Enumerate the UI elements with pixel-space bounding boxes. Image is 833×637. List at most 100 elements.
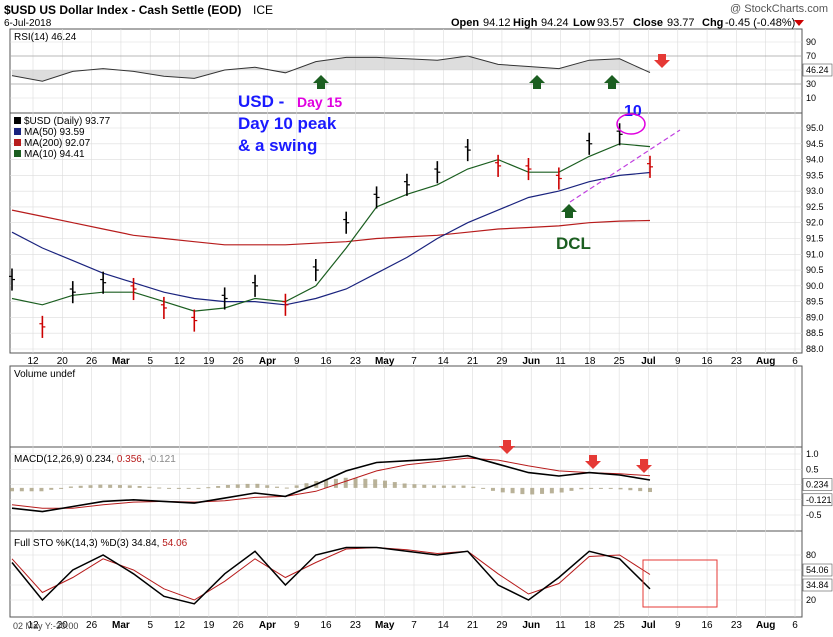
x-tick-label-bottom: 5	[147, 620, 153, 631]
macd-line	[11, 454, 651, 513]
macd-signal-line	[11, 457, 651, 509]
x-tick-label-bottom: 9	[675, 620, 681, 631]
macd-histogram-bar	[422, 484, 427, 488]
x-tick-label-bottom: 6	[792, 620, 798, 631]
x-tick-label-bottom: 18	[584, 620, 596, 631]
x-tick-label-bottom: 20	[57, 620, 69, 631]
macd-histogram-bar	[589, 487, 594, 489]
macd-histogram-bar	[265, 485, 270, 488]
sto-value-tag	[802, 563, 833, 577]
price-y-tick: 92.5	[806, 202, 824, 212]
macd-histogram-bar	[392, 482, 397, 488]
x-tick-label: 29	[496, 356, 508, 367]
macd-histogram-bar	[225, 484, 230, 488]
price-panel	[9, 112, 803, 354]
macd-histogram-bar	[167, 487, 172, 489]
x-tick-label-bottom: 12	[27, 620, 39, 631]
macd-histogram-bar	[10, 487, 14, 492]
macd-y-tick: 0.5	[806, 464, 819, 474]
x-tick-label: 20	[57, 356, 69, 367]
sto-y-tick: 20	[806, 595, 816, 605]
price-y-tick: 90.0	[806, 281, 824, 291]
rsi-y-tick: 46.24	[806, 65, 829, 75]
macd-histogram-bar	[117, 485, 122, 488]
x-tick-label-bottom: 16	[702, 620, 714, 631]
macd-histogram-bar	[127, 485, 132, 488]
macd-histogram-bar	[343, 477, 348, 488]
macd-histogram-bar	[333, 478, 338, 488]
dcl-up-arrow-icon	[561, 204, 577, 218]
annotation-dcl: DCL	[556, 234, 591, 253]
x-tick-label: 16	[702, 356, 714, 367]
macd-histogram-bar	[39, 487, 44, 492]
macd-y-tick: -0.121	[806, 495, 832, 505]
volume-label: Volume undef	[14, 369, 75, 380]
macd-histogram-bar	[402, 483, 407, 488]
volume-panel	[9, 365, 803, 448]
sto-y-tick: 80	[806, 550, 816, 560]
x-tick-label: 11	[555, 356, 566, 367]
sto-value-1: 34.84	[132, 538, 157, 549]
macd-histogram-bar	[137, 485, 142, 488]
x-tick-label-bottom: Jul	[641, 620, 656, 631]
trendline	[569, 129, 681, 203]
x-tick-label: Jul	[641, 356, 656, 367]
low-value: 93.57	[597, 17, 625, 29]
macd-histogram-bar	[461, 485, 466, 488]
x-tick-label: 9	[294, 356, 300, 367]
x-tick-label-bottom: 26	[233, 620, 245, 631]
chart-title: $USD US Dollar Index - Cash Settle (EOD)	[4, 3, 241, 17]
macd-histogram-bar	[481, 487, 486, 489]
macd-histogram-bar	[471, 486, 476, 488]
down-arrow-icon	[794, 20, 804, 26]
x-tick-label: Aug	[756, 356, 775, 367]
macd-histogram-bar	[432, 485, 437, 488]
macd-histogram-bar	[294, 485, 299, 488]
x-tick-label: 5	[147, 356, 153, 367]
price-y-tick: 95.0	[806, 123, 824, 133]
close-value: 93.77	[667, 17, 695, 29]
rsi-y-tick: 90	[806, 37, 816, 47]
x-tick-label-bottom: Apr	[259, 620, 276, 631]
macd-histogram-bar	[598, 487, 603, 489]
legend-entry: MA(50) 93.59	[24, 127, 85, 138]
x-tick-label: Apr	[259, 356, 276, 367]
x-tick-label: 16	[321, 356, 333, 367]
x-tick-label-bottom: Aug	[756, 620, 775, 631]
macd-down-arrow-icon	[499, 440, 515, 454]
macd-histogram-bar	[275, 486, 280, 488]
legend-swatch	[14, 150, 21, 157]
price-y-tick: 93.0	[806, 186, 824, 196]
macd-histogram-bar	[304, 483, 309, 488]
macd-histogram-bar	[216, 485, 221, 488]
macd-histogram-bar	[49, 487, 54, 490]
annotation-peak-line1: Day 10 peak	[238, 114, 337, 133]
sto-y-tick: 54.06	[806, 565, 829, 575]
macd-histogram-bar	[108, 484, 113, 488]
rsi-y-tick: 70	[806, 51, 816, 61]
price-y-tick: 88.5	[806, 328, 824, 338]
macd-histogram-bar	[579, 487, 584, 490]
x-tick-label: 14	[438, 356, 450, 367]
macd-histogram-bar	[196, 487, 201, 489]
open-label: Open	[451, 17, 479, 29]
legend-entry: MA(10) 94.41	[24, 149, 85, 160]
macd-histogram-bar	[628, 487, 633, 491]
x-tick-label-bottom: 29	[496, 620, 508, 631]
ma200-line	[11, 209, 651, 246]
sto-label-text: Full STO %K(14,3) %D(3)	[14, 538, 129, 549]
macd-histogram-bar	[540, 487, 545, 494]
watermark: @ StockCharts.com	[730, 3, 828, 15]
x-tick-label-bottom: 16	[321, 620, 333, 631]
macd-histogram-bar	[255, 483, 260, 488]
close-label: Close	[633, 17, 663, 29]
macd-histogram-bar	[569, 487, 574, 491]
exchange-label: ICE	[253, 3, 273, 17]
x-tick-label: 23	[350, 356, 362, 367]
x-tick-label-bottom: 11	[555, 620, 566, 631]
x-tick-label-bottom: 26	[86, 620, 98, 631]
macd-histogram-bar	[235, 484, 240, 488]
macd-histogram-bar	[648, 487, 652, 493]
